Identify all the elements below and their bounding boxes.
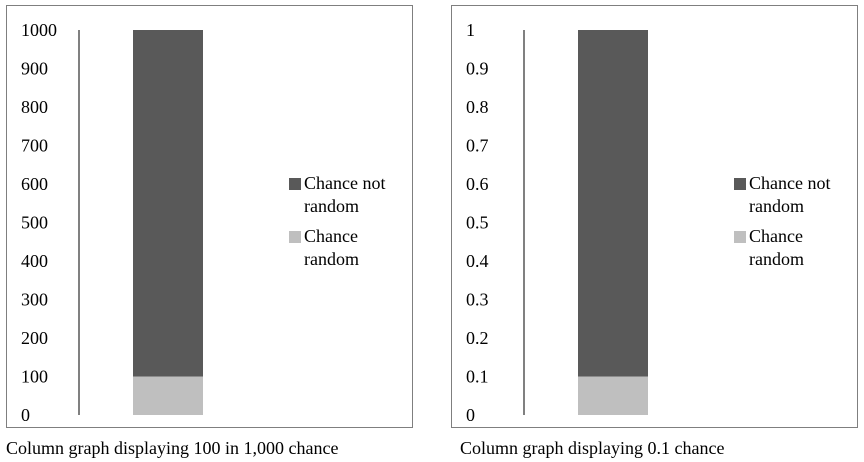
legend-swatch-random (734, 231, 746, 243)
y-tick-label: 0.7 (466, 136, 489, 156)
y-tick-label: 200 (21, 328, 48, 348)
legend-swatch-not-random (289, 178, 301, 190)
y-tick-label: 0.3 (466, 290, 489, 310)
y-tick-label: 100 (21, 367, 48, 387)
legend-item-not-random: Chance not random (734, 172, 859, 218)
bar-segment-chance-not-random (578, 30, 648, 377)
y-tick-label: 700 (21, 136, 48, 156)
legend-swatch-not-random (734, 178, 746, 190)
y-tick-label: 0.8 (466, 97, 489, 117)
y-tick-label: 900 (21, 59, 48, 79)
legend-item-not-random: Chance not random (289, 172, 414, 218)
legend-label-random: Chance random (749, 226, 804, 269)
caption-left: Column graph displaying 100 in 1,000 cha… (6, 438, 339, 458)
legend-label-not-random: Chance not random (304, 173, 386, 216)
legend-swatch-random (289, 231, 301, 243)
chart-right-svg: 0 0.1 0.2 0.3 0.4 0.5 0.6 0.7 0.8 0.9 1 (466, 20, 648, 425)
y-tick-label: 800 (21, 97, 48, 117)
legend-item-random: Chance random (734, 225, 859, 271)
caption-right: Column graph displaying 0.1 chance (460, 438, 725, 458)
y-tick-label: 0.1 (466, 367, 489, 387)
chart-left-svg: 0 100 200 300 400 500 600 700 800 900 1000 (21, 20, 203, 425)
y-tick-label: 0 (466, 405, 475, 425)
y-tick-label: 600 (21, 174, 48, 194)
chart-panel-right: 0 0.1 0.2 0.3 0.4 0.5 0.6 0.7 0.8 0.9 1 Chance not… (451, 5, 858, 428)
bar-segment-chance-not-random (133, 30, 203, 377)
y-tick-label: 0.5 (466, 213, 489, 233)
bar-segment-chance-random (578, 376, 648, 415)
y-tick-label: 300 (21, 290, 48, 310)
chart-panel-left: 0 100 200 300 400 500 600 700 800 900 1000 Chance … (6, 5, 413, 428)
y-tick-label: 0.2 (466, 328, 489, 348)
legend-left: Chance not random Chance random (289, 172, 414, 278)
bar-segment-chance-random (133, 376, 203, 415)
legend-label-not-random: Chance not random (749, 173, 831, 216)
y-tick-label: 1000 (21, 20, 57, 40)
y-tick-label: 500 (21, 213, 48, 233)
y-tick-label: 400 (21, 251, 48, 271)
y-tick-label: 0.4 (466, 251, 489, 271)
y-tick-label: 0.9 (466, 59, 489, 79)
y-tick-label: 0.6 (466, 174, 489, 194)
y-tick-label: 0 (21, 405, 30, 425)
legend-item-random: Chance random (289, 225, 414, 271)
legend-label-random: Chance random (304, 226, 359, 269)
legend-right: Chance not random Chance random (734, 172, 859, 278)
y-tick-label: 1 (466, 20, 475, 40)
